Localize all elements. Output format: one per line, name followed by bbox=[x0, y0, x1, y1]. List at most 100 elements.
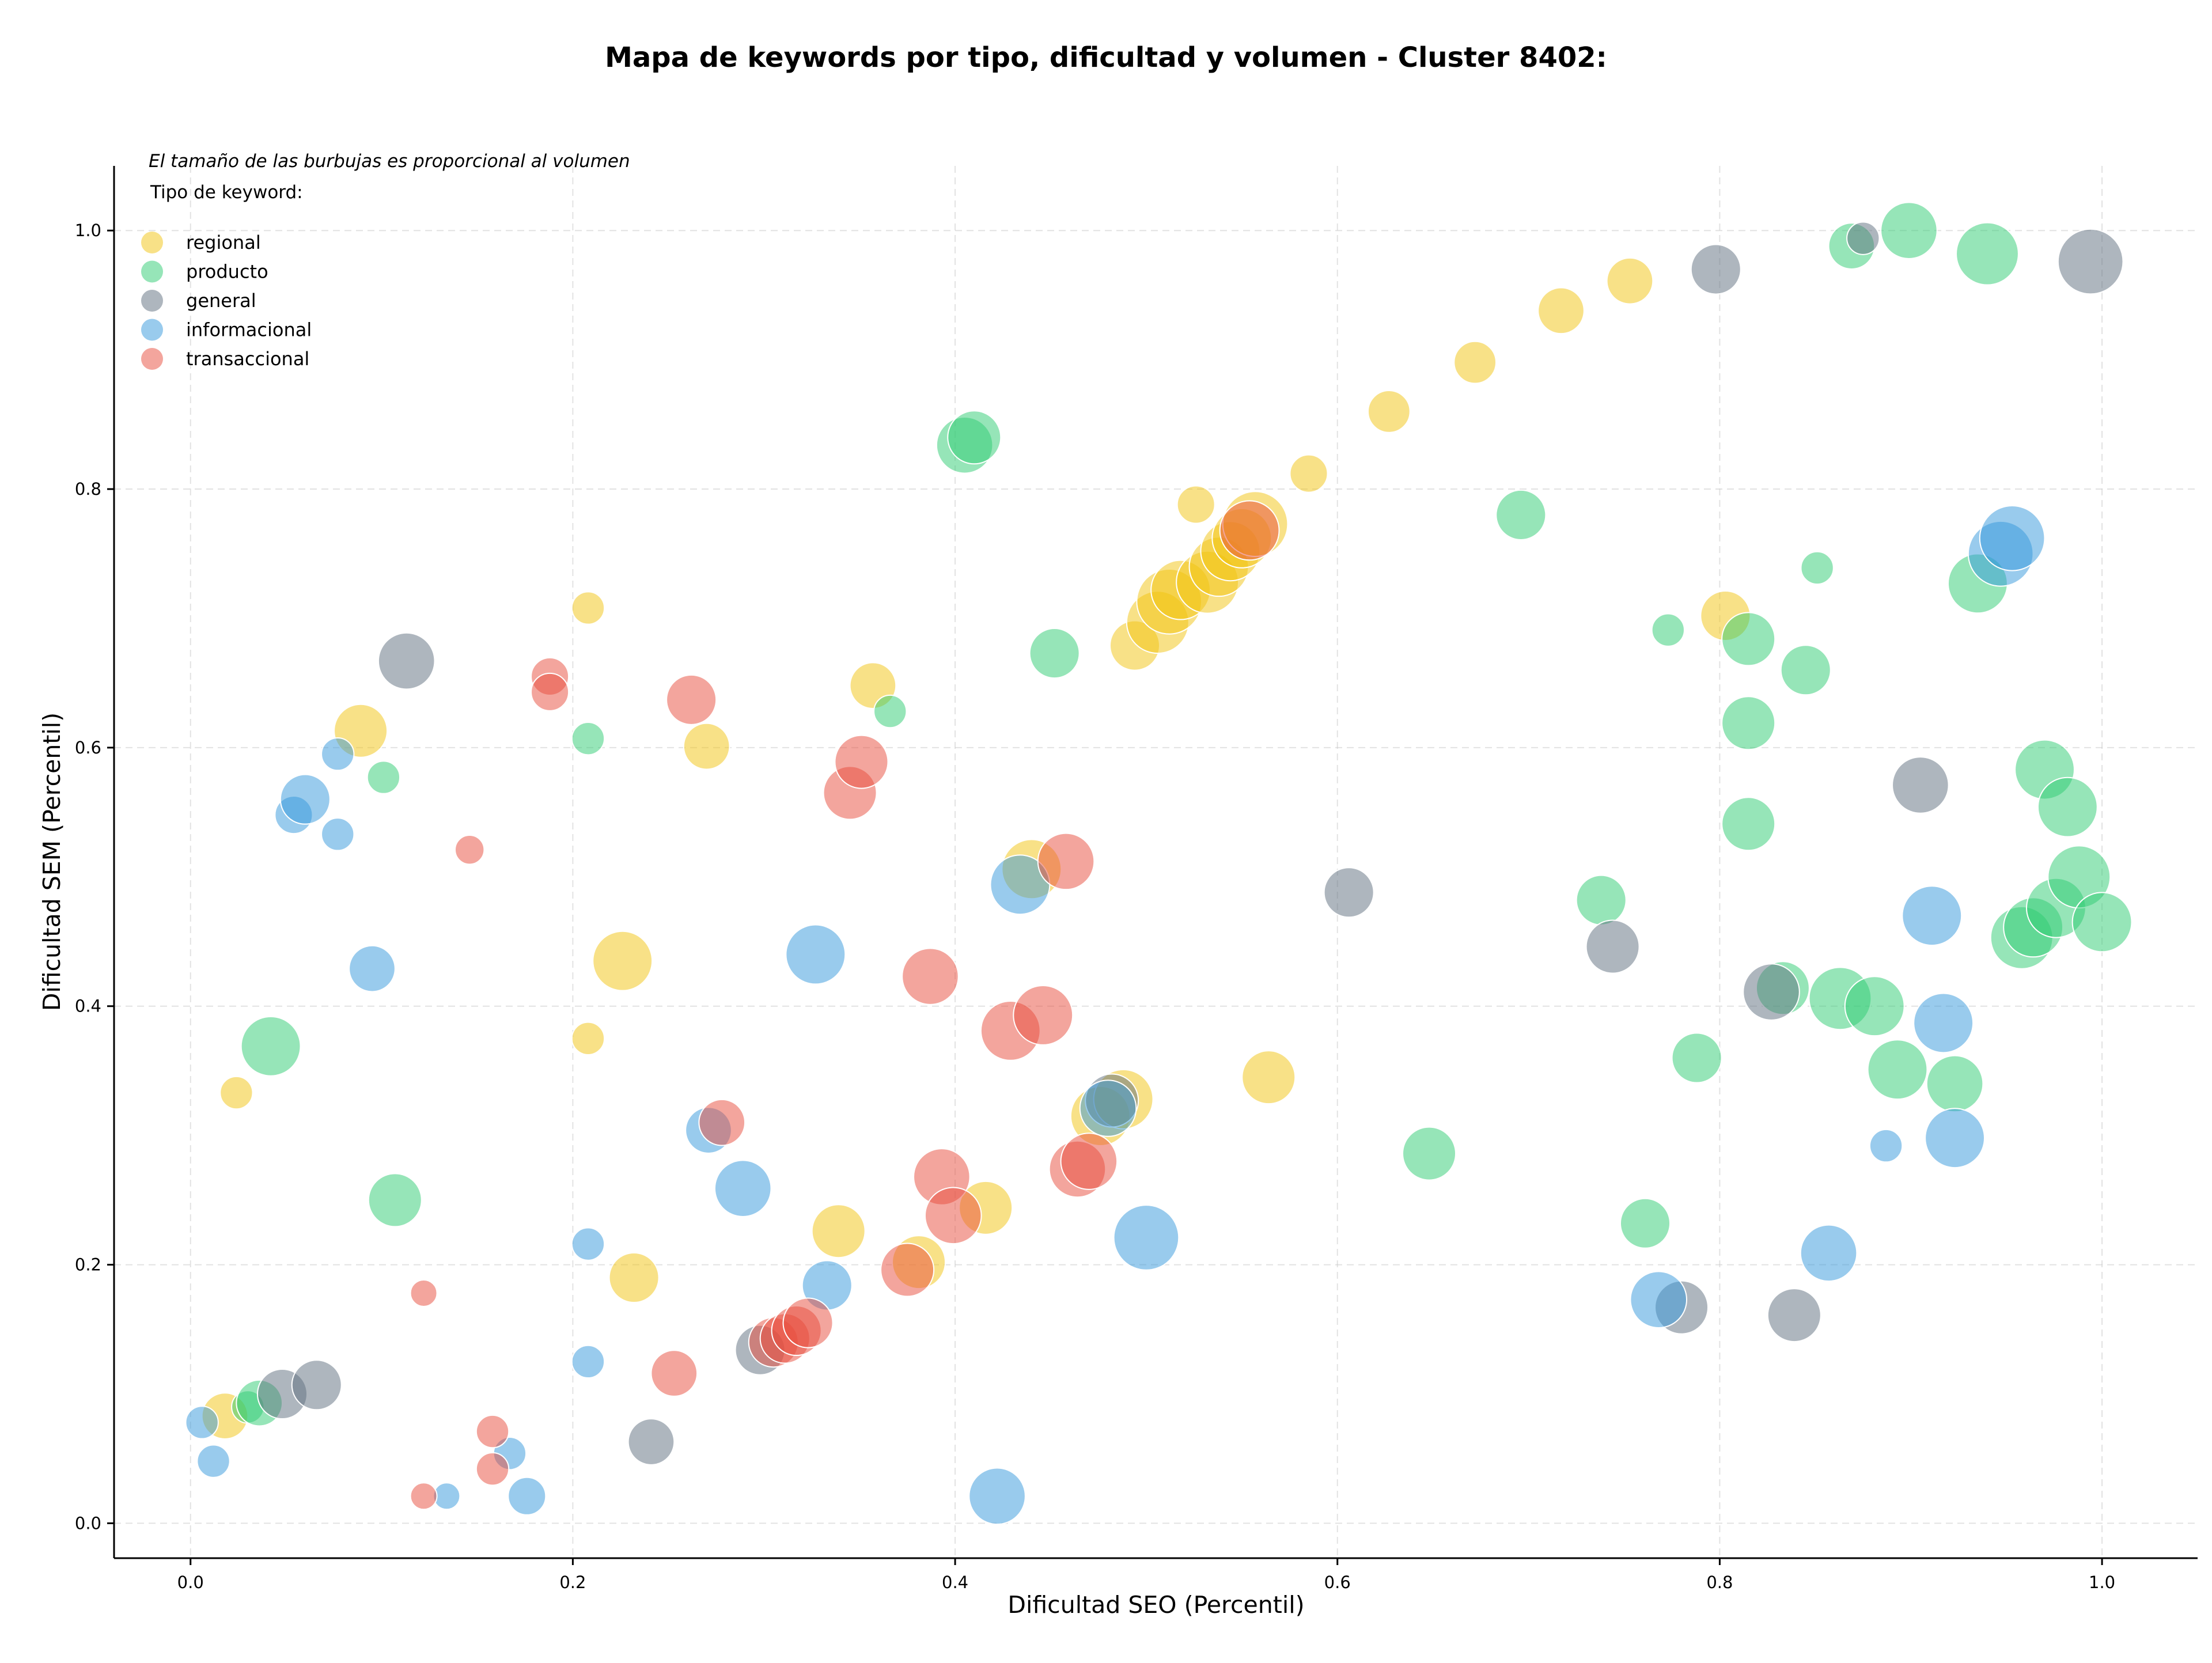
bubble-producto[interactable] bbox=[1402, 1126, 1457, 1181]
bubble-transaccional[interactable] bbox=[650, 1350, 698, 1397]
bubble-transaccional[interactable] bbox=[531, 672, 570, 711]
bubble-producto[interactable] bbox=[1671, 1032, 1722, 1084]
bubble-producto[interactable] bbox=[1651, 613, 1685, 647]
bubble-regional[interactable] bbox=[1367, 390, 1411, 433]
bubble-general[interactable] bbox=[291, 1359, 342, 1411]
bubble-transaccional[interactable] bbox=[782, 1297, 834, 1348]
bubble-transaccional[interactable] bbox=[902, 948, 959, 1005]
bubble-regional[interactable] bbox=[571, 591, 605, 625]
bubble-producto[interactable] bbox=[368, 1173, 422, 1228]
bubble-general[interactable] bbox=[1767, 1288, 1821, 1343]
bubble-informacional[interactable] bbox=[1902, 885, 1963, 946]
bubble-regional[interactable] bbox=[608, 1252, 660, 1304]
bubble-transaccional[interactable] bbox=[475, 1414, 510, 1449]
bubble-informacional[interactable] bbox=[571, 1227, 605, 1261]
bubble-producto[interactable] bbox=[1721, 612, 1776, 666]
bubble-transaccional[interactable] bbox=[1037, 832, 1095, 891]
bubble-transaccional[interactable] bbox=[834, 734, 889, 789]
bubble-producto[interactable] bbox=[1844, 976, 1905, 1037]
bubble-regional[interactable] bbox=[592, 930, 653, 991]
bubble-informacional[interactable] bbox=[968, 1467, 1026, 1525]
bubble-transaccional[interactable] bbox=[698, 1098, 746, 1146]
bubble-informacional[interactable] bbox=[571, 1344, 605, 1379]
bubble-informacional[interactable] bbox=[321, 737, 355, 771]
bubble-transaccional[interactable] bbox=[1060, 1132, 1118, 1190]
bubble-regional[interactable] bbox=[571, 1021, 605, 1056]
bubble-producto[interactable] bbox=[1800, 551, 1834, 585]
bubble-regional[interactable] bbox=[219, 1075, 253, 1110]
bubble-transaccional[interactable] bbox=[475, 1452, 510, 1486]
bubble-informacional[interactable] bbox=[785, 924, 846, 985]
bubble-regional[interactable] bbox=[683, 722, 730, 770]
bubble-regional[interactable] bbox=[1453, 340, 1497, 384]
bubble-producto[interactable] bbox=[1867, 1039, 1928, 1100]
bubble-producto[interactable] bbox=[2037, 776, 2098, 838]
bubble-regional[interactable] bbox=[1289, 454, 1328, 493]
x-tick-label: 0.8 bbox=[1706, 1573, 1733, 1592]
legend-label-regional: regional bbox=[186, 232, 261, 253]
bubble-informacional[interactable] bbox=[714, 1160, 772, 1217]
bubble-producto[interactable] bbox=[2071, 892, 2133, 953]
bubble-producto[interactable] bbox=[1619, 1198, 1671, 1249]
bubble-producto[interactable] bbox=[1029, 628, 1080, 679]
bubble-informacional[interactable] bbox=[1800, 1224, 1858, 1282]
bubble-regional[interactable] bbox=[1537, 287, 1585, 335]
bubble-informacional[interactable] bbox=[1925, 1108, 1985, 1169]
bubble-producto[interactable] bbox=[947, 410, 1002, 465]
bubble-transaccional[interactable] bbox=[880, 1242, 935, 1297]
bubble-informacional[interactable] bbox=[1079, 1079, 1137, 1137]
bubble-informacional[interactable] bbox=[507, 1476, 547, 1516]
bubble-general[interactable] bbox=[1892, 756, 1949, 814]
bubble-general[interactable] bbox=[1846, 221, 1880, 255]
bubble-informacional[interactable] bbox=[1979, 505, 2046, 571]
bubble-producto[interactable] bbox=[571, 722, 605, 756]
series-informacional bbox=[185, 505, 2046, 1525]
bubble-transaccional[interactable] bbox=[1013, 985, 1074, 1045]
bubble-producto[interactable] bbox=[366, 760, 401, 794]
bubble-general[interactable] bbox=[377, 632, 435, 690]
bubble-transaccional[interactable] bbox=[410, 1279, 438, 1307]
bubble-producto[interactable] bbox=[1926, 1055, 1984, 1113]
bubble-informacional[interactable] bbox=[1913, 993, 1974, 1054]
y-tick-label: 0.2 bbox=[75, 1255, 101, 1275]
bubble-producto[interactable] bbox=[1721, 797, 1776, 851]
bubble-regional[interactable] bbox=[1176, 485, 1215, 524]
bubble-regional[interactable] bbox=[1241, 1050, 1296, 1105]
bubble-transaccional[interactable] bbox=[924, 1187, 982, 1245]
bubble-producto[interactable] bbox=[1721, 696, 1776, 751]
x-axis-label: Dificultad SEO (Percentil) bbox=[1007, 1591, 1304, 1619]
y-tick-label: 0.0 bbox=[75, 1513, 101, 1533]
bubble-general[interactable] bbox=[627, 1418, 675, 1465]
legend-marker-producto bbox=[141, 260, 163, 283]
bubble-informacional[interactable] bbox=[185, 1406, 219, 1440]
bubble-producto[interactable] bbox=[873, 694, 907, 729]
bubble-informacional[interactable] bbox=[321, 817, 355, 851]
legend-marker-general bbox=[141, 290, 163, 312]
bubble-informacional[interactable] bbox=[349, 945, 396, 993]
bubble-producto[interactable] bbox=[1956, 222, 2019, 286]
bubble-informacional[interactable] bbox=[1630, 1271, 1688, 1328]
bubble-general[interactable] bbox=[1585, 919, 1640, 974]
bubble-general[interactable] bbox=[1743, 963, 1800, 1021]
bubble-producto[interactable] bbox=[240, 1016, 301, 1077]
bubble-informacional[interactable] bbox=[279, 774, 331, 825]
bubble-informacional[interactable] bbox=[1113, 1204, 1180, 1271]
bubble-regional[interactable] bbox=[1606, 257, 1654, 305]
bubble-informacional[interactable] bbox=[196, 1444, 230, 1478]
bubble-general[interactable] bbox=[1323, 867, 1374, 918]
bubble-size-note: El tamaño de las burbujas es proporciona… bbox=[149, 151, 630, 172]
axes bbox=[113, 166, 2198, 1559]
bubble-informacional[interactable] bbox=[1869, 1128, 1903, 1163]
bubble-general[interactable] bbox=[2057, 228, 2124, 295]
bubble-transaccional[interactable] bbox=[410, 1482, 438, 1510]
bubble-transaccional[interactable] bbox=[666, 674, 717, 725]
bubble-transaccional[interactable] bbox=[1219, 500, 1280, 561]
bubble-producto[interactable] bbox=[1880, 202, 1938, 260]
bubble-regional[interactable] bbox=[811, 1204, 866, 1259]
bubble-producto[interactable] bbox=[1575, 874, 1627, 926]
bubble-transaccional[interactable] bbox=[454, 834, 485, 865]
bubble-producto[interactable] bbox=[1495, 489, 1547, 540]
bubble-producto[interactable] bbox=[1780, 645, 1831, 696]
bubble-general[interactable] bbox=[1690, 244, 1741, 295]
